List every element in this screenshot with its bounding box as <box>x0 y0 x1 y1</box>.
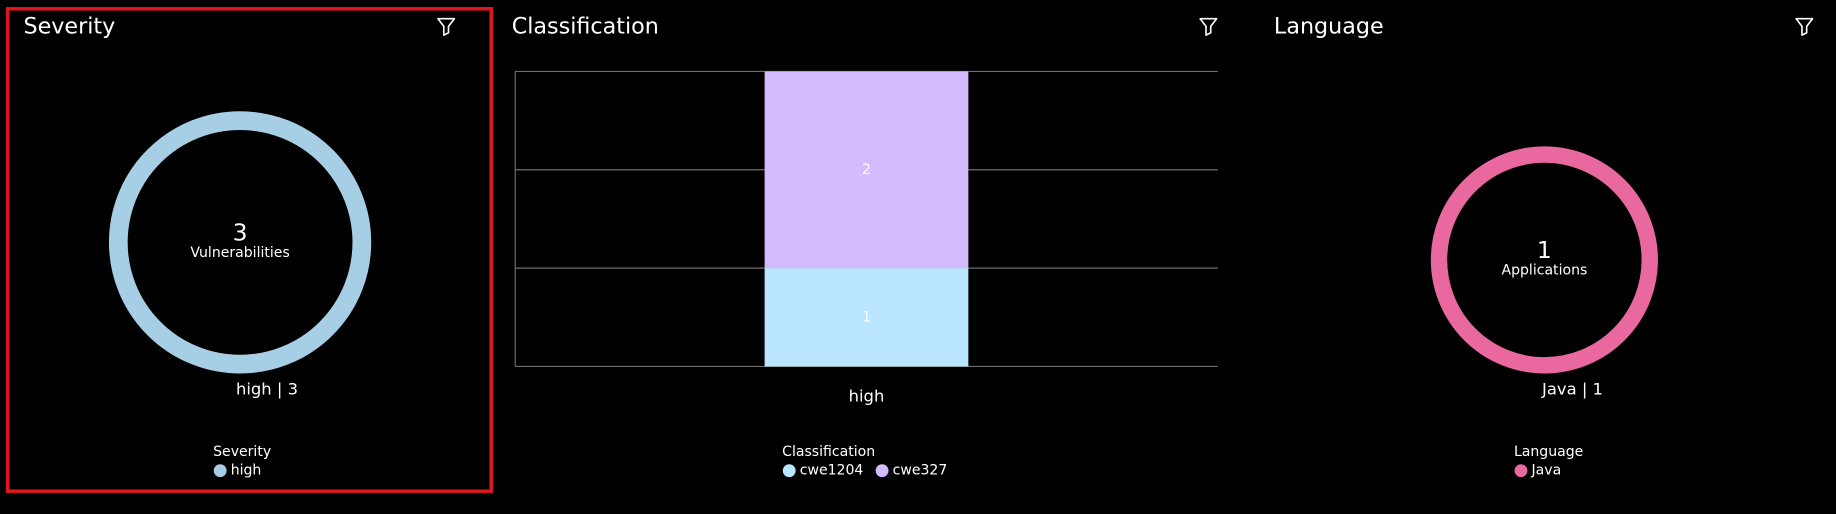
filter-button[interactable] <box>1197 14 1220 37</box>
panel-title: Classification <box>512 13 659 39</box>
bar-value-label: 1 <box>862 309 871 325</box>
legend-title: Language <box>1514 444 1583 460</box>
filter-icon <box>437 17 456 36</box>
center-label: Vulnerabilities <box>190 245 289 261</box>
filter-button[interactable] <box>434 14 457 37</box>
filter-hit-area <box>1197 14 1220 37</box>
legend-swatch <box>782 464 796 478</box>
donut-slice <box>1430 146 1658 374</box>
filter-hit-area <box>1793 14 1816 37</box>
center-label: Applications <box>1501 262 1587 278</box>
legend-swatch <box>1514 464 1528 478</box>
slice-label: high | 3 <box>236 379 298 398</box>
center-value: 3 <box>233 219 248 247</box>
legend-title: Classification <box>782 444 875 460</box>
selection-border <box>5 7 493 493</box>
legend-swatch <box>875 464 889 478</box>
legend-label: Java <box>1531 463 1562 479</box>
bar-segment <box>764 71 969 269</box>
filter-hit-area <box>434 14 457 37</box>
donut-slice <box>108 111 372 374</box>
bar-value-label: 2 <box>862 162 871 178</box>
bar-segment <box>764 268 969 367</box>
legend-swatch <box>213 464 227 478</box>
panel-title: Language <box>1274 13 1384 39</box>
legend-label: cwe327 <box>893 463 948 479</box>
panel-title: Severity <box>23 13 115 39</box>
filter-button[interactable] <box>1793 14 1816 37</box>
filter-icon <box>1795 17 1814 36</box>
center-value: 1 <box>1537 236 1552 264</box>
legend-title: Severity <box>213 444 271 460</box>
filter-icon <box>1199 17 1218 36</box>
legend-label: cwe1204 <box>800 463 864 479</box>
slice-label: Java | 1 <box>1541 379 1603 398</box>
x-tick-label: high <box>849 386 885 405</box>
legend-label: high <box>231 463 262 479</box>
